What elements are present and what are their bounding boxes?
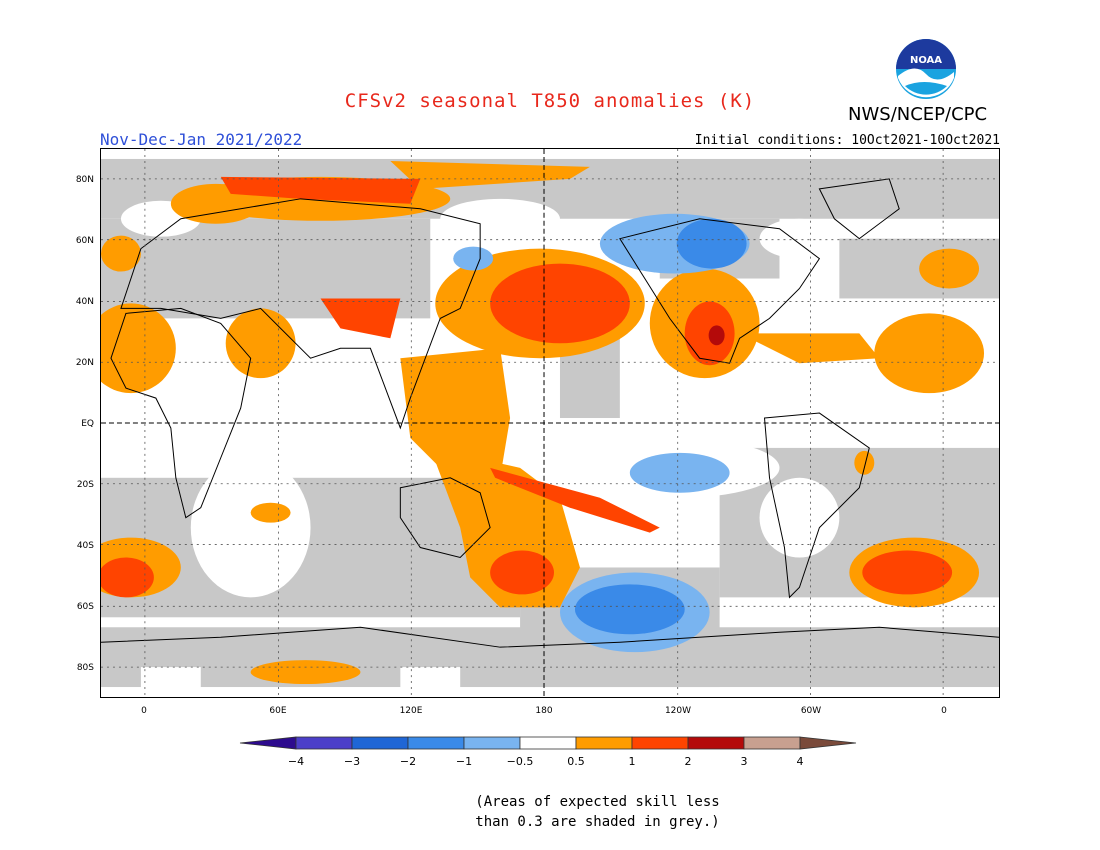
colorbar	[239, 736, 857, 750]
colorbar-bin	[743, 736, 801, 750]
colorbar-bin	[631, 736, 689, 750]
colorbar-arrow-high	[799, 736, 857, 750]
lat-label: 20S	[76, 480, 94, 490]
map-title: CFSv2 seasonal T850 anomalies (K)	[344, 90, 756, 112]
colorbar-bin	[407, 736, 465, 750]
lat-label: 80N	[75, 175, 94, 185]
colorbar-arrow-low	[239, 736, 297, 750]
anomaly-map	[100, 148, 1000, 698]
lat-label: 40N	[75, 297, 94, 307]
colorbar-bin	[519, 736, 577, 750]
lon-label: 60E	[269, 706, 287, 716]
lat-lon-grid	[101, 149, 999, 697]
lon-label: 0	[941, 706, 947, 716]
colorbar-tick-label: −2	[399, 755, 417, 768]
north-america-outline	[619, 218, 821, 364]
colorbar-tick-label: 4	[796, 755, 804, 768]
colorbar-tick-label: 3	[740, 755, 748, 768]
anomaly-1-to-2	[101, 176, 953, 598]
skill-footnote: (Areas of expected skill less than 0.3 a…	[0, 792, 1100, 832]
colorbar-bin	[575, 736, 633, 750]
forecast-period: Nov-Dec-Jan 2021/2022	[100, 130, 303, 149]
footnote-line-1: (Areas of expected skill less	[475, 794, 720, 810]
greenland-outline	[818, 178, 900, 240]
anomaly-2-to-3	[708, 325, 725, 346]
anomaly-negative	[453, 213, 750, 653]
antarctica-outline	[101, 626, 999, 648]
colorbar-bin	[295, 736, 353, 750]
lon-label: 60W	[800, 706, 822, 716]
noaa-logo-text: NOAA	[910, 55, 942, 66]
south-america-outline	[763, 412, 870, 599]
colorbar-tick-label: −4	[287, 755, 305, 768]
lon-label: 180	[535, 706, 553, 716]
eurasia-outline	[120, 198, 481, 430]
lat-label: 20N	[75, 358, 94, 368]
initial-conditions: Initial conditions: 10Oct2021-10Oct2021	[694, 133, 1000, 148]
footnote-line-2: than 0.3 are shaded in grey.)	[475, 814, 720, 830]
colorbar-bin	[687, 736, 745, 750]
colorbar-tick-label: −3	[343, 755, 361, 768]
lon-label: 0	[141, 706, 147, 716]
agency-label: NWS/NCEP/CPC	[848, 104, 988, 125]
lat-label: 80S	[76, 663, 94, 673]
africa-outline	[110, 307, 252, 519]
lat-label: 40S	[76, 541, 94, 551]
noaa-logo: NOAA	[896, 39, 956, 99]
lat-label: 60N	[75, 236, 94, 246]
colorbar-tick-label: −1	[455, 755, 473, 768]
continent-outlines	[101, 178, 999, 648]
colorbar-tick-label: −0.5	[506, 755, 534, 768]
lon-label: 120W	[664, 706, 692, 716]
lat-label: EQ	[81, 419, 94, 429]
colorbar-bin	[463, 736, 521, 750]
colorbar-tick-label: 2	[684, 755, 692, 768]
australia-outline	[399, 477, 491, 559]
reference-lines	[101, 149, 999, 697]
lat-label: 60S	[76, 602, 94, 612]
lon-label: 120E	[399, 706, 423, 716]
colorbar-bin	[351, 736, 409, 750]
colorbar-tick-label: 0.5	[567, 755, 585, 768]
colorbar-tick-label: 1	[628, 755, 636, 768]
